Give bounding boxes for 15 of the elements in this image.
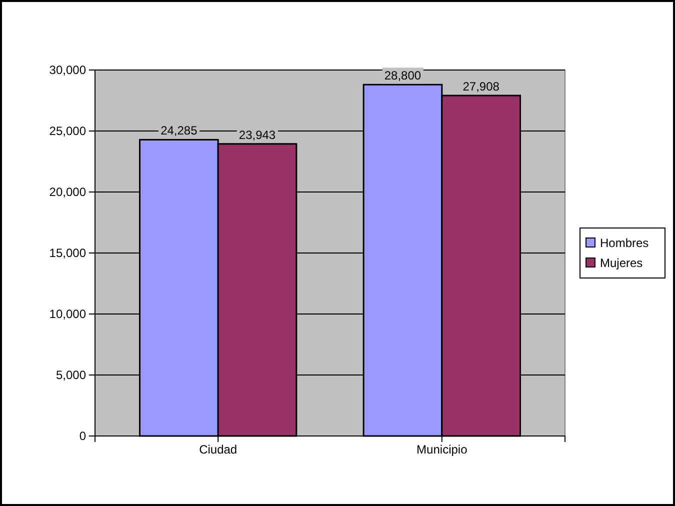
data-label: 24,285 bbox=[160, 124, 198, 138]
y-tick-label: 15,000 bbox=[49, 246, 86, 260]
data-label: 28,800 bbox=[384, 68, 422, 83]
y-tick-label: 25,000 bbox=[49, 124, 86, 138]
y-tick-label: 20,000 bbox=[49, 184, 86, 199]
y-tick-label: 0 bbox=[79, 428, 86, 443]
y-tick-label: 30,000 bbox=[49, 62, 86, 77]
x-tick-label: Municipio bbox=[416, 442, 468, 457]
legend-label: Mujeres bbox=[600, 256, 643, 270]
legend-label: Hombres bbox=[600, 236, 649, 250]
data-label: 27,908 bbox=[462, 80, 500, 94]
x-tick-label: Ciudad bbox=[199, 442, 238, 457]
data-label: 23,943 bbox=[238, 128, 276, 142]
y-tick-label: 10,000 bbox=[49, 306, 86, 321]
y-tick-label: 5,000 bbox=[56, 368, 86, 382]
